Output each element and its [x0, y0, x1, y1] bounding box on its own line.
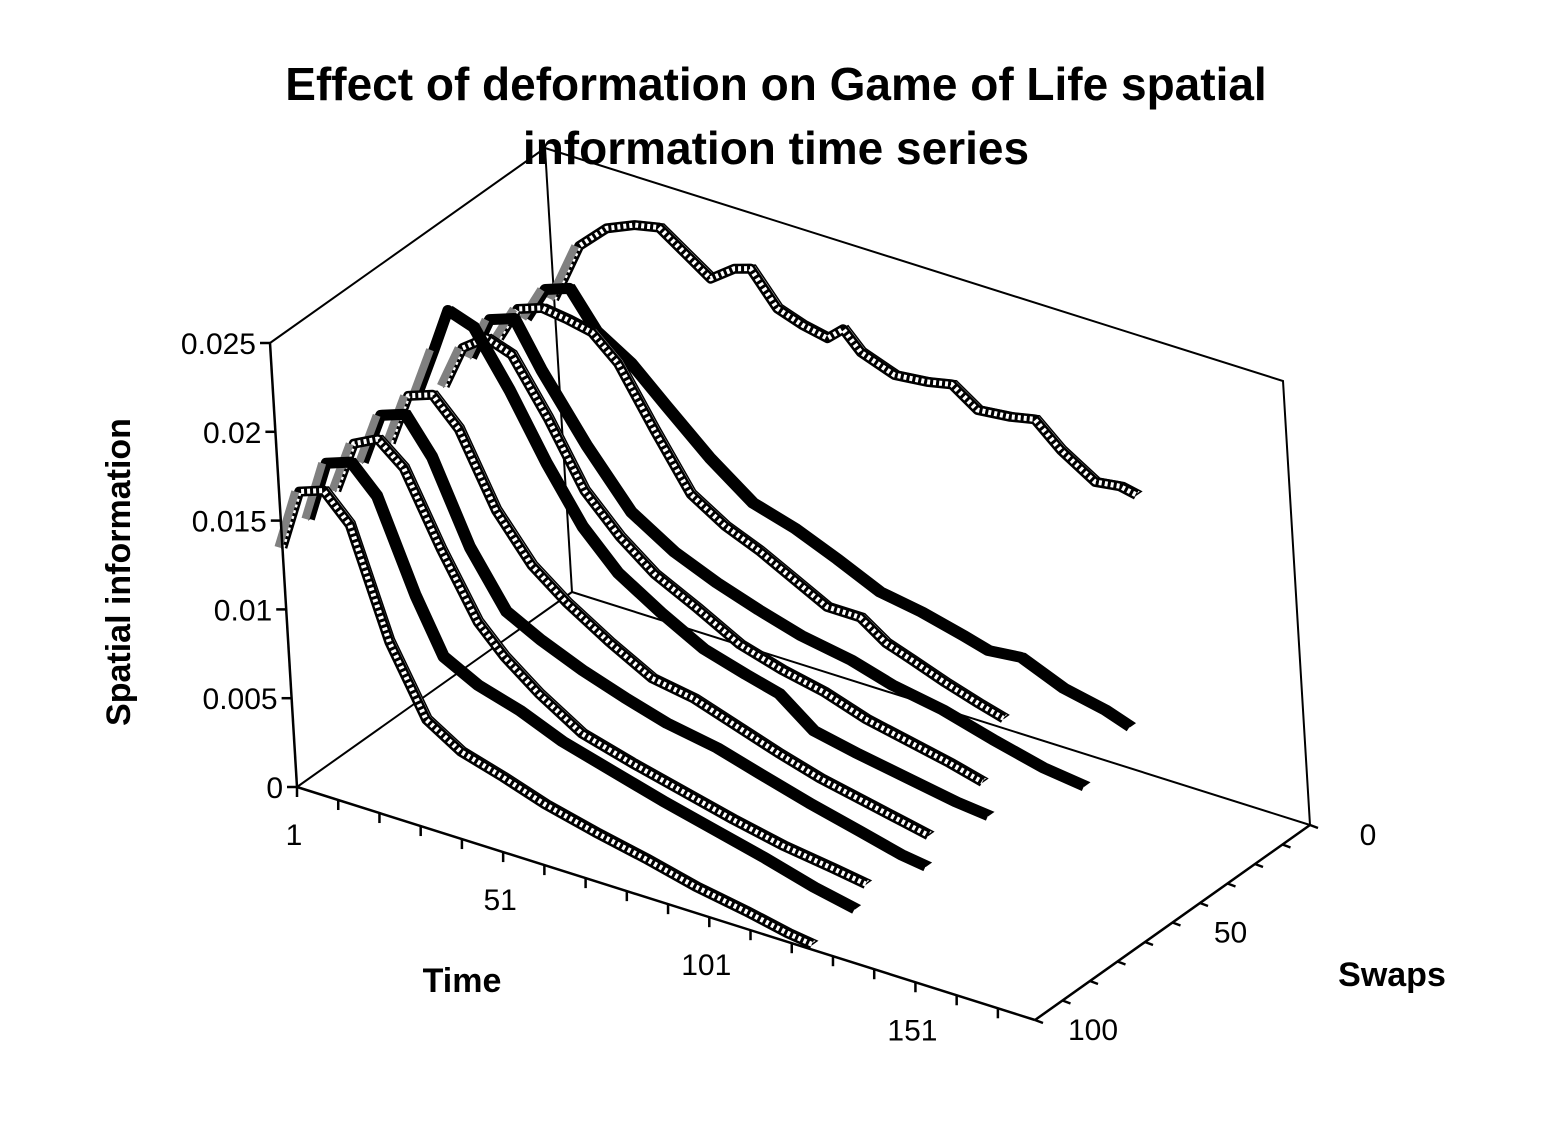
series-60	[383, 389, 935, 840]
series-line	[304, 456, 858, 914]
z-axis-title: Swaps	[1338, 956, 1446, 994]
series-100	[274, 485, 819, 949]
series-layer	[274, 220, 1143, 949]
series-0	[546, 220, 1143, 500]
series-line-pattern	[280, 488, 814, 947]
z-tick-label: 0	[1360, 819, 1377, 852]
axes-layer	[260, 341, 1319, 1025]
series-50	[408, 304, 995, 821]
series-line	[440, 332, 985, 787]
back-corner-edge	[544, 147, 573, 593]
series-40	[437, 332, 989, 787]
chart-title-line-1: Effect of deformation on Game of Life sp…	[285, 58, 1267, 110]
z-tick	[1309, 823, 1319, 830]
series-start-face	[408, 348, 434, 398]
series-line-pattern	[497, 305, 1005, 721]
series-line-pattern	[388, 392, 930, 838]
x-tick-label: 1	[286, 819, 303, 852]
z-tick	[1199, 901, 1209, 908]
series-line-pattern	[551, 222, 1138, 498]
series-line	[466, 312, 1087, 791]
x-axis-line	[296, 785, 1036, 1022]
y-tick-label: 0.02	[203, 417, 261, 450]
x-tick-label: 51	[483, 884, 516, 917]
series-70	[355, 408, 933, 872]
x-tick-label: 101	[681, 949, 731, 982]
y-tick-label: 0	[266, 772, 283, 805]
chart-title-line-2: information time series	[522, 122, 1030, 174]
z-tick	[1144, 940, 1154, 947]
series-line-pattern	[333, 436, 867, 887]
series-line	[411, 304, 991, 821]
z-tick	[1117, 960, 1126, 966]
y-tick-label: 0.01	[214, 594, 272, 627]
y-axis-line	[268, 342, 299, 788]
series-line	[549, 220, 1139, 500]
y-tick-label: 0.025	[181, 328, 256, 361]
z-tick-label: 50	[1214, 917, 1247, 950]
series-line	[522, 282, 1133, 732]
z-tick	[1227, 882, 1236, 888]
series-line	[358, 408, 928, 872]
wall-outline	[269, 146, 1311, 826]
z-tick	[1062, 999, 1071, 1005]
y-axis-title: Spatial information	[100, 418, 138, 726]
y-tick-label: 0.015	[192, 506, 267, 539]
z-tick	[1089, 979, 1099, 986]
x-axis-title: Time	[423, 962, 502, 1000]
x-tick-label: 151	[887, 1014, 937, 1047]
z-tick	[1034, 1018, 1044, 1025]
z-tick	[1172, 921, 1181, 927]
z-tick	[1254, 862, 1264, 869]
series-start-face	[437, 346, 463, 388]
z-tick	[1282, 843, 1291, 849]
z-tick-label: 100	[1068, 1014, 1118, 1047]
series-ribbon-top	[552, 220, 1143, 496]
y-tick-label: 0.005	[203, 683, 278, 716]
